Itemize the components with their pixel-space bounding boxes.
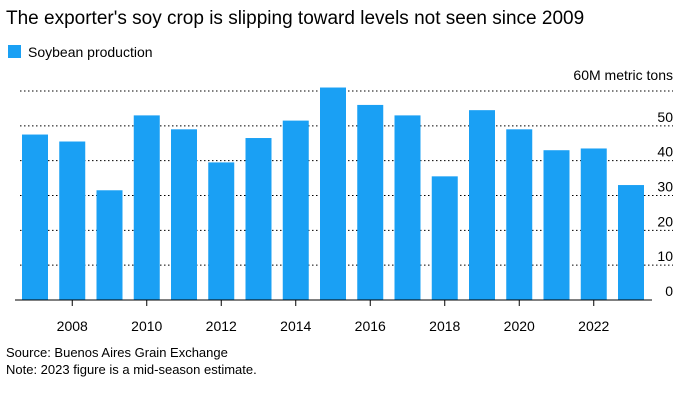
source-note: Source: Buenos Aires Grain Exchange (6, 345, 228, 360)
chart-title: The exporter's soy crop is slipping towa… (6, 8, 584, 29)
y-tick-label: 40 (657, 144, 673, 160)
x-tick-label: 2016 (355, 318, 386, 334)
bars (22, 87, 644, 301)
y-tick-label: 20 (657, 213, 673, 229)
x-tick-label: 2018 (429, 318, 460, 334)
x-tick-label: 2014 (280, 318, 311, 334)
y-axis-unit-label: 60M metric tons (573, 67, 673, 83)
bar (431, 176, 458, 300)
x-tick-label: 2010 (131, 318, 162, 334)
x-tick-label: 2020 (504, 318, 535, 334)
x-axis-ticks: 2008 2010 2012 2014 2016 2018 2020 2022 (57, 300, 610, 334)
bar (96, 190, 123, 300)
bar (282, 120, 309, 300)
y-tick-label: 10 (657, 248, 673, 264)
y-tick-label: 0 (665, 283, 673, 299)
bar (357, 104, 384, 300)
bar (580, 148, 607, 300)
bar (543, 150, 570, 300)
bar (59, 141, 86, 300)
y-tick-label: 50 (657, 109, 673, 125)
y-tick-label: 30 (657, 179, 673, 195)
legend: Soybean production (8, 44, 153, 60)
estimate-note: Note: 2023 figure is a mid-season estima… (6, 362, 257, 377)
bar (245, 138, 272, 300)
y-axis-ticks: 0 10 20 30 40 50 (657, 109, 673, 299)
bar (22, 134, 48, 300)
legend-swatch (8, 45, 21, 58)
bar (320, 87, 346, 301)
legend-label: Soybean production (28, 44, 153, 60)
bar (469, 110, 495, 301)
x-tick-label: 2008 (57, 318, 88, 334)
bar (133, 115, 160, 300)
bar (506, 129, 533, 300)
bar (208, 162, 235, 300)
x-tick-label: 2012 (206, 318, 237, 334)
bar (618, 185, 644, 300)
bar (394, 115, 421, 300)
bar (171, 129, 197, 300)
x-tick-label: 2022 (578, 318, 609, 334)
